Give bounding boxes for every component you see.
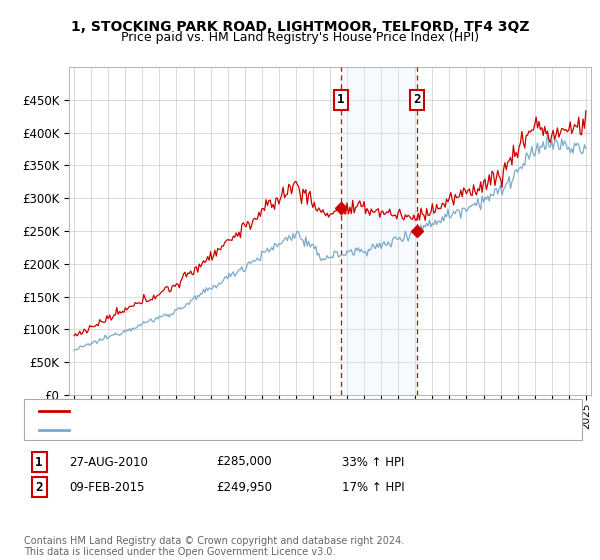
Text: £249,950: £249,950	[216, 480, 272, 494]
Text: HPI: Average price, detached house, Telford and Wrekin: HPI: Average price, detached house, Telf…	[75, 424, 365, 435]
Bar	[341, 67, 418, 395]
Text: 2: 2	[35, 480, 43, 494]
Text: 09-FEB-2015: 09-FEB-2015	[69, 480, 145, 494]
Text: 1, STOCKING PARK ROAD, LIGHTMOOR, TELFORD, TF4 3QZ (detached house): 1, STOCKING PARK ROAD, LIGHTMOOR, TELFOR…	[75, 407, 476, 417]
Text: 1: 1	[35, 455, 43, 469]
Text: 1, STOCKING PARK ROAD, LIGHTMOOR, TELFORD, TF4 3QZ: 1, STOCKING PARK ROAD, LIGHTMOOR, TELFOR…	[71, 20, 529, 34]
Text: £285,000: £285,000	[216, 455, 272, 469]
Text: 2: 2	[413, 94, 421, 106]
Text: Price paid vs. HM Land Registry's House Price Index (HPI): Price paid vs. HM Land Registry's House …	[121, 31, 479, 44]
Text: Contains HM Land Registry data © Crown copyright and database right 2024.
This d: Contains HM Land Registry data © Crown c…	[24, 535, 404, 557]
Text: 1: 1	[337, 94, 345, 106]
Text: 17% ↑ HPI: 17% ↑ HPI	[342, 480, 404, 494]
Text: 27-AUG-2010: 27-AUG-2010	[69, 455, 148, 469]
Text: 33% ↑ HPI: 33% ↑ HPI	[342, 455, 404, 469]
